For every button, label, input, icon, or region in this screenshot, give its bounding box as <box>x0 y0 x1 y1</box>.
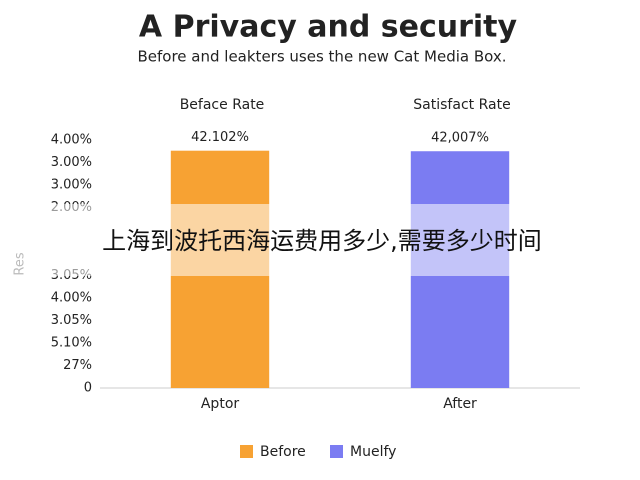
panel-title: Satisfact Rate <box>413 97 510 113</box>
legend-label: Before <box>260 444 306 460</box>
y-tick-label: 4.00% <box>51 290 92 305</box>
y-tick-label: 0 <box>84 381 92 396</box>
watermark-band <box>30 204 630 276</box>
y-tick-label: 3.05% <box>51 313 92 328</box>
y-tick-label: 5.10% <box>51 335 92 350</box>
value-label: 42.102% <box>191 130 249 145</box>
legend-swatch <box>330 445 343 458</box>
y-tick-label: 3.00% <box>51 155 92 170</box>
legend: Before Muelfy <box>240 444 396 460</box>
y-tick-label: 4.00% <box>51 133 92 148</box>
legend-label: Muelfy <box>350 444 396 460</box>
value-label: 42,007% <box>431 131 489 146</box>
chart-subtitle: Before and leakters uses the new Cat Med… <box>137 48 506 66</box>
y-tick-label: 27% <box>63 358 92 373</box>
chart-title: A Privacy and security <box>139 10 518 45</box>
x-tick-label: After <box>443 396 477 412</box>
x-tick-label: Aptor <box>201 396 240 412</box>
y-axis-label: Res <box>13 252 28 275</box>
legend-swatch <box>240 445 253 458</box>
panel-title: Beface Rate <box>180 97 265 113</box>
y-tick-label: 3.00% <box>51 178 92 193</box>
watermark: 上海到波托西海运费用多少,需要多少时间 <box>102 227 542 255</box>
